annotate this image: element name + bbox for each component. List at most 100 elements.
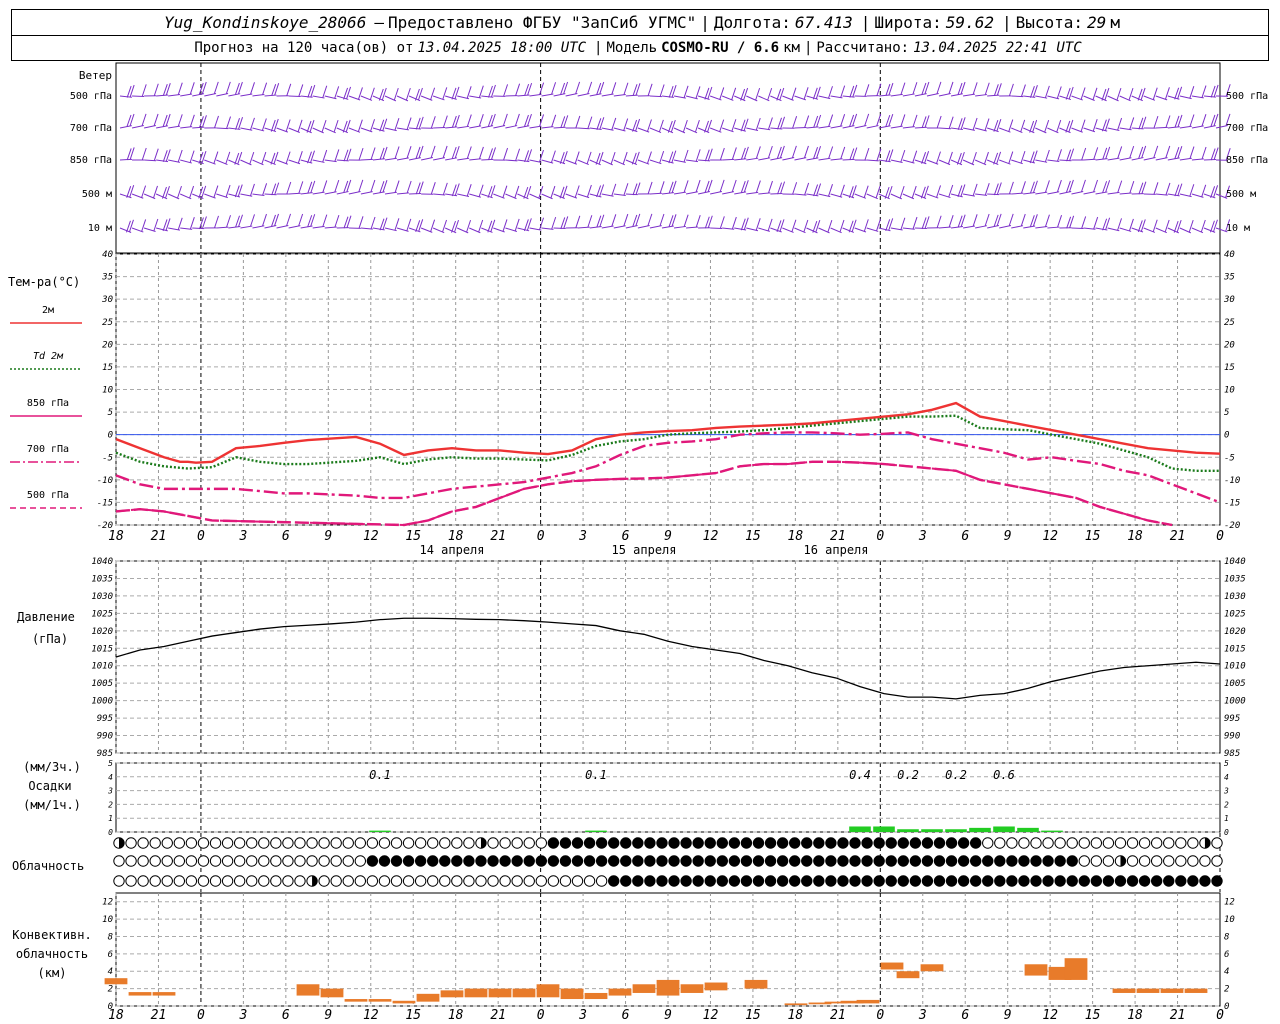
wind-barb-flag [271,84,277,96]
cloud-cover-symbol [644,875,656,887]
wind-barb-flag [430,219,436,232]
wind-barb-flag [996,182,1002,195]
temp-legend-label: Td 2м [33,351,64,362]
wind-barb-shaft [625,94,638,97]
hour-label-bottom: 3 [238,1008,247,1023]
wind-barb-flag [559,152,565,164]
hour-label-bottom: 12 [703,1008,719,1023]
wind-barb-shaft [228,93,241,97]
wind-barb-shaft [240,193,253,197]
cloud-cover-symbol [1102,855,1115,867]
cloud-cover-symbol [933,875,946,887]
hour-label-bottom: 12 [1042,1008,1058,1023]
convective-bar [656,979,680,996]
cloud-cover-symbol [909,837,922,849]
wind-barb-flag [610,151,616,165]
wind-barb-flag [274,83,280,96]
wind-barb-flag [623,213,629,227]
wind-barb-flag [683,85,689,98]
wind-barb-shaft [1167,193,1180,197]
wind-barb-shaft [926,93,939,97]
cloud-cover-symbol [1042,855,1054,867]
wind-barb-flag [960,214,966,227]
wind-barb-flag [213,185,219,198]
wind-barb-flag [310,180,316,194]
forecast-label: Прогноз на 120 часа(ов) от [194,40,414,56]
wind-barb-flag [234,152,240,165]
hour-label: 18 [788,529,804,544]
wind-barb-shaft [1023,225,1036,229]
wind-barb-flag [900,82,906,95]
y-tick-label: 15 [102,363,113,373]
wind-barb-flag [1138,146,1144,159]
wind-barb-flag [1065,87,1071,100]
wind-barb-flag [596,82,602,95]
cloud-cover-symbol [583,855,596,867]
wind-barb-flag [1057,215,1063,228]
wind-barb-flag [502,219,508,232]
wind-barb-flag [731,87,737,100]
cloud-cover-symbol-half [312,875,318,887]
y-tick-label: -20 [97,521,113,531]
wind-barb-shaft [1011,127,1023,134]
cloud-cover-symbol [318,855,330,867]
wind-barb-shaft [192,126,205,129]
wind-barb-flag [451,184,457,197]
wind-barb-flag [466,146,472,159]
cloud-cover-symbol [1102,875,1115,887]
wind-barb-flag [849,85,855,98]
cloud-cover-symbol [1114,875,1127,887]
cloud-cover-symbol [1211,837,1223,849]
wind-barb-flag [813,184,819,197]
hour-label-bottom: 0 [876,1008,884,1023]
wind-barb-flag [214,215,219,229]
wind-barb-shaft [722,227,735,230]
wind-level-label-right: 700 гПа [1226,123,1268,134]
cloud-cover-symbol [969,855,982,867]
precip-bar [945,829,967,832]
wind-barb-shaft [1155,193,1168,196]
wind-barb-flag [1056,119,1062,133]
wind-barb-flag [430,182,436,195]
wind-barb-flag [876,148,882,161]
wind-barb-flag [828,184,833,197]
precip-bar [969,827,991,832]
separator: | [860,13,871,32]
wind-barb-flag [442,115,448,128]
wind-barb-flag [343,149,349,162]
wind-barb-shaft [962,225,975,229]
wind-barb-flag [161,186,167,199]
wind-barb-shaft [673,191,686,195]
wind-barb-flag [900,217,906,230]
precip-bar [897,829,919,832]
wind-barb-flag [1213,185,1219,198]
cloud-cover-symbol [788,855,801,867]
wind-barb-flag [1177,86,1183,99]
wind-barb-shaft [1119,127,1132,131]
wind-barb-flag [815,86,821,99]
wind-barb-flag [1174,87,1180,100]
wind-barb-flag [849,114,855,127]
wind-barb-flag [803,87,809,100]
cloud-cover-symbol [270,875,282,887]
wind-barb-flag [575,81,581,95]
wind-barb-flag [442,145,448,159]
cloud-cover-symbol [994,855,1006,867]
station-name: Yug_Kondinskoye_28066 [164,13,367,32]
cloud-cover-symbol-half [480,837,487,849]
longitude-label: Долгота: [713,13,791,32]
wind-barb-shaft [252,225,265,229]
cloud-cover-symbol [1126,875,1139,887]
y-tick-label-right: 0 [1224,828,1229,837]
wind-barb-flag [1101,88,1107,101]
wind-barb-flag [198,151,204,164]
wind-barb-flag [214,115,219,129]
wind-barb-shaft [722,158,735,161]
wind-barb-flag [165,83,171,96]
wind-barb-shaft [987,94,1000,97]
y-tick-label-right: 25 [1224,318,1235,328]
wind-barb-flag [1188,219,1194,233]
wind-barb-flag [1189,114,1195,127]
wind-barb-flag [250,82,255,95]
